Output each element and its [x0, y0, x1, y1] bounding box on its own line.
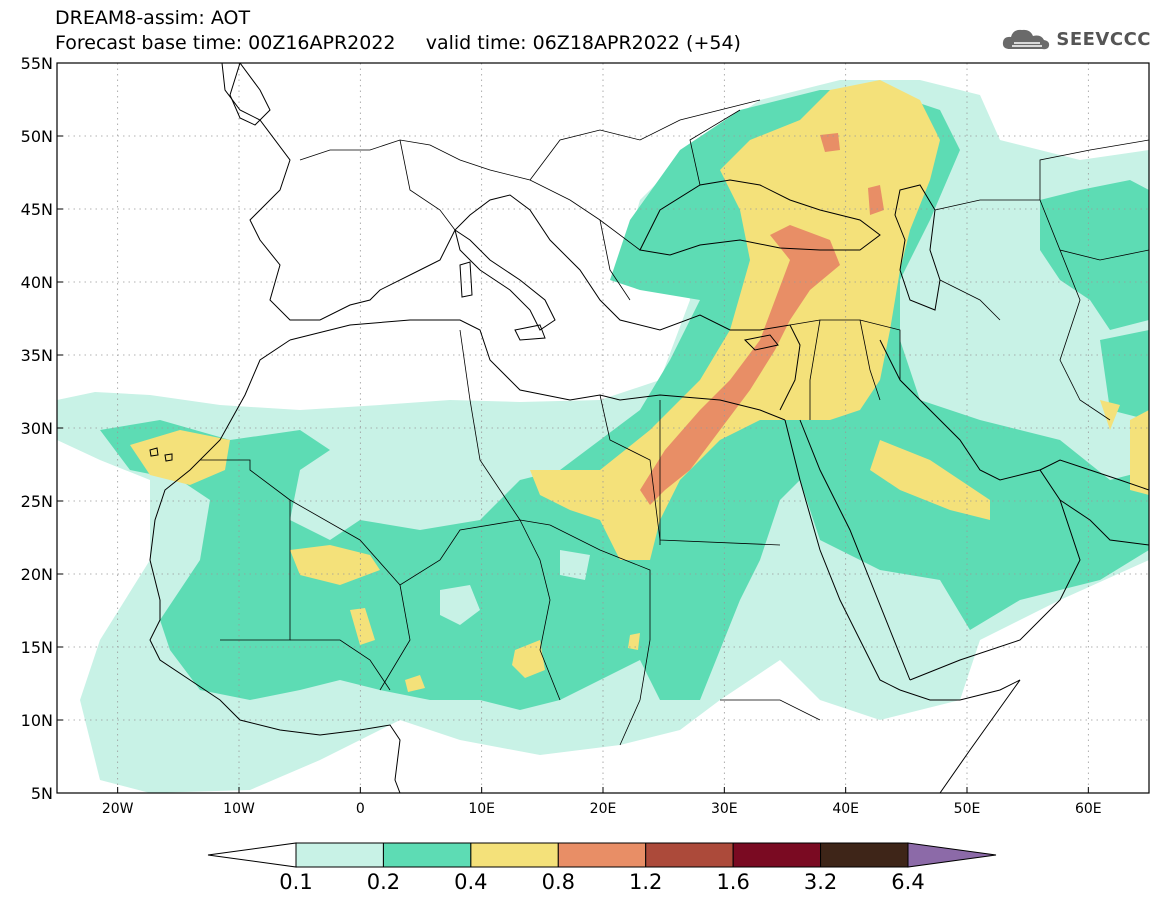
- aot-colorbar: 0.1 0.2 0.4 0.8 1.2 1.6 3.2 6.4: [207, 842, 997, 894]
- lon-label: 20W: [102, 801, 134, 817]
- colorbar-label: 6.4: [891, 870, 924, 894]
- lat-label: 50N: [21, 127, 53, 146]
- lat-label: 5N: [31, 784, 53, 803]
- colorbar-segment: [732, 842, 822, 868]
- lat-label: 40N: [21, 273, 53, 292]
- colorbar-label: 3.2: [804, 870, 837, 894]
- lat-label: 20N: [21, 565, 53, 584]
- colorbar-label: 0.1: [279, 870, 312, 894]
- lon-label: 10E: [468, 801, 495, 817]
- longitude-axis: 20W 10W 0 10E 20E 30E 40E 50E 60E: [102, 787, 1102, 817]
- latitude-axis: 5N 10N 15N 20N 25N 30N 35N 40N 45N 50N 55N: [21, 54, 63, 803]
- colorbar-label: 0.8: [542, 870, 575, 894]
- lon-label: 10W: [223, 801, 255, 817]
- map-gridlines: [57, 63, 1149, 793]
- cloud-icon: [1003, 29, 1050, 50]
- colorbar-label: 1.2: [629, 870, 662, 894]
- colorbar-segment: [295, 842, 384, 868]
- colorbar-segment: [820, 842, 909, 868]
- lon-label: 0: [356, 801, 365, 817]
- lat-label: 15N: [21, 638, 53, 657]
- aot-0.8-1.2-field: [640, 133, 884, 505]
- lat-label: 25N: [21, 492, 53, 511]
- colorbar-lower-arrow: [207, 842, 297, 868]
- aot-0.4-0.8-field: [130, 80, 1149, 692]
- colorbar-segment: [470, 842, 559, 868]
- logo-text: SEEVCCC: [1056, 28, 1151, 50]
- colorbar-label: 1.6: [716, 870, 749, 894]
- colorbar-segment: [382, 842, 472, 868]
- colorbar-label: 0.4: [454, 870, 487, 894]
- colorbar-label: 0.2: [367, 870, 400, 894]
- lon-label: 30E: [711, 801, 738, 817]
- country-borders: [200, 99, 1149, 746]
- lat-label: 10N: [21, 711, 53, 730]
- lat-label: 35N: [21, 346, 53, 365]
- lon-label: 20E: [590, 801, 617, 817]
- lat-label: 55N: [21, 54, 53, 73]
- colorbar-segment: [557, 842, 647, 868]
- lat-label: 45N: [21, 200, 53, 219]
- lon-label: 60E: [1075, 801, 1102, 817]
- forecast-time-info: Forecast base time: 00Z16APR2022 valid t…: [55, 32, 741, 54]
- lat-label: 30N: [21, 419, 53, 438]
- colorbar-segment: [645, 842, 734, 868]
- colorbar-upper-arrow: [907, 842, 997, 868]
- lon-label: 40E: [832, 801, 859, 817]
- lon-label: 50E: [954, 801, 981, 817]
- seevccc-logo: SEEVCCC: [1000, 24, 1151, 54]
- map-title: DREAM8-assim: AOT: [55, 7, 251, 29]
